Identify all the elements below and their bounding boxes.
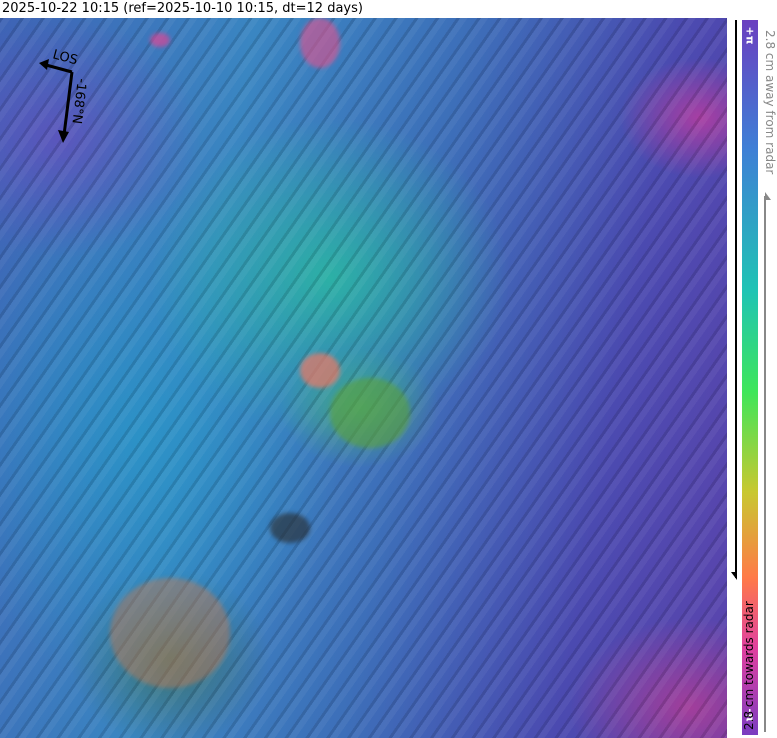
towards-radar-label: 2.8 cm towards radar <box>742 601 756 730</box>
phase-fringe <box>110 578 230 688</box>
interferogram-map <box>0 18 727 738</box>
away-arrow-icon <box>764 192 771 732</box>
phase-fringe <box>300 18 340 68</box>
phase-colorbar <box>742 20 758 735</box>
los-compass: LOS -168°N <box>39 47 89 143</box>
colorbar-arrows <box>731 20 771 732</box>
phase-fringe <box>300 353 340 388</box>
los-label: LOS <box>51 47 79 68</box>
phase-fringe <box>270 513 310 543</box>
heading-label: -168°N <box>68 78 88 125</box>
los-arrow-icon <box>39 59 74 143</box>
interferogram-title: 2025-10-22 10:15 (ref=2025-10-10 10:15, … <box>2 1 363 16</box>
away-radar-label: 2.8 cm away from radar <box>763 30 777 175</box>
towards-arrow-icon <box>731 20 737 580</box>
phase-fringe <box>330 378 410 448</box>
phase-fringe <box>150 33 170 47</box>
